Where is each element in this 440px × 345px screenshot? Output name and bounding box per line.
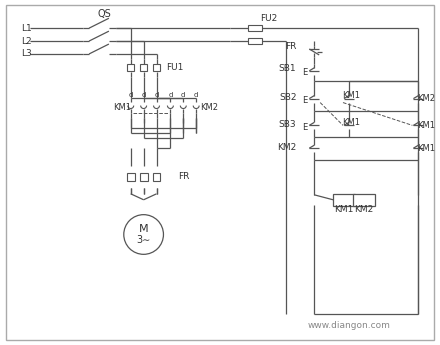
Text: SB1: SB1: [279, 64, 297, 73]
Text: d: d: [194, 92, 198, 98]
Text: KM2: KM2: [417, 94, 435, 103]
Bar: [248, 38, 262, 44]
Text: M: M: [139, 224, 148, 234]
Text: KM1: KM1: [342, 118, 360, 127]
Bar: [153, 173, 161, 181]
Text: QS: QS: [97, 9, 111, 19]
Text: KM2: KM2: [277, 143, 297, 152]
Bar: [139, 173, 147, 181]
Text: FR: FR: [178, 172, 190, 181]
Text: L2: L2: [22, 37, 32, 46]
Text: L3: L3: [22, 49, 33, 58]
Text: www.diangon.com: www.diangon.com: [308, 321, 390, 330]
Text: FU1: FU1: [166, 63, 184, 72]
Text: E: E: [302, 123, 307, 132]
Text: L1: L1: [22, 24, 33, 33]
Text: KM2: KM2: [354, 205, 374, 214]
Bar: [353, 194, 375, 206]
Text: d: d: [128, 92, 133, 98]
Bar: [333, 194, 355, 206]
Text: E: E: [302, 96, 307, 105]
Text: d: d: [154, 92, 159, 98]
Text: KM1: KM1: [417, 144, 435, 153]
Text: SB3: SB3: [279, 120, 297, 129]
Text: d: d: [168, 92, 172, 98]
Text: FR: FR: [285, 41, 297, 50]
Bar: [127, 65, 134, 71]
Text: KM1: KM1: [417, 121, 435, 130]
Bar: [153, 65, 160, 71]
Text: KM1: KM1: [113, 103, 131, 112]
Text: d: d: [181, 92, 186, 98]
Text: KM1: KM1: [334, 205, 354, 214]
Text: 3∼: 3∼: [136, 235, 151, 245]
Circle shape: [124, 215, 163, 254]
Text: KM1: KM1: [342, 91, 360, 100]
Text: d: d: [141, 92, 146, 98]
Text: SB2: SB2: [279, 93, 297, 102]
Bar: [248, 25, 262, 31]
Bar: [140, 65, 147, 71]
Text: E: E: [302, 68, 307, 77]
Bar: [127, 173, 135, 181]
Text: FU2: FU2: [260, 14, 277, 23]
Text: KM2: KM2: [200, 103, 218, 112]
